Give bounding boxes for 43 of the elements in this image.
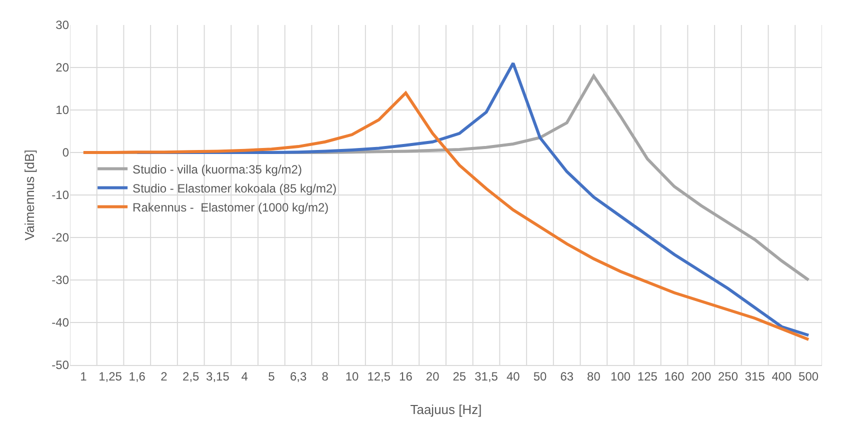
x-tick-label: 100 <box>610 369 631 384</box>
x-tick-label: 63 <box>560 369 574 384</box>
y-tick-label: -20 <box>52 230 70 245</box>
y-tick-label: -30 <box>52 273 70 288</box>
x-tick-label: 125 <box>637 369 658 384</box>
x-tick-label: 1,25 <box>98 369 122 384</box>
y-tick-label: -40 <box>52 316 70 330</box>
x-tick-label: 25 <box>452 369 466 384</box>
x-tick-label: 250 <box>718 369 738 384</box>
y-axis-title: Vaimennus [dB] <box>22 150 37 240</box>
x-tick-label: 2 <box>160 369 168 384</box>
x-tick-label: 20 <box>426 369 440 384</box>
x-tick-label: 160 <box>664 369 685 384</box>
x-tick-label: 1 <box>80 369 88 384</box>
x-tick-label: 2,5 <box>182 369 200 384</box>
x-tick-label: 16 <box>399 369 413 384</box>
x-tick-label: 8 <box>322 369 329 384</box>
legend-label: Studio - villa (kuorma:35 kg/m2) <box>132 162 302 176</box>
line-series <box>82 92 810 341</box>
y-tick-label: 0 <box>62 146 70 160</box>
x-tick-label: 1,6 <box>128 369 146 384</box>
x-tick-label: 6,3 <box>290 369 307 384</box>
x-tick-label: 3,15 <box>206 369 230 384</box>
y-tick-label: 10 <box>56 103 70 118</box>
x-tick-label: 4 <box>241 369 248 384</box>
x-tick-label: 12,5 <box>367 369 391 384</box>
legend-label: Studio - Elastomer kokoala (85 kg/m2) <box>132 181 337 196</box>
x-axis-title: Taajuus [Hz] <box>410 402 482 417</box>
legend-label: Rakennus - Elastomer (1000 kg/m2) <box>132 200 329 214</box>
x-tick-label: 400 <box>772 369 792 384</box>
y-tick-label: -10 <box>52 188 70 202</box>
x-tick-label: 5 <box>268 369 276 384</box>
x-tick-label: 50 <box>533 369 547 384</box>
y-tick-label: 30 <box>56 18 70 32</box>
x-tick-label: 10 <box>345 369 359 384</box>
y-tick-label: 20 <box>56 60 70 75</box>
x-tick-label: 500 <box>798 369 819 384</box>
x-tick-label: 40 <box>506 369 520 384</box>
x-tick-label: 31,5 <box>474 369 498 384</box>
y-tick-label: -50 <box>52 358 70 372</box>
x-tick-label: 315 <box>744 369 766 384</box>
x-tick-label: 200 <box>691 369 712 384</box>
x-tick-label: 80 <box>587 369 601 384</box>
